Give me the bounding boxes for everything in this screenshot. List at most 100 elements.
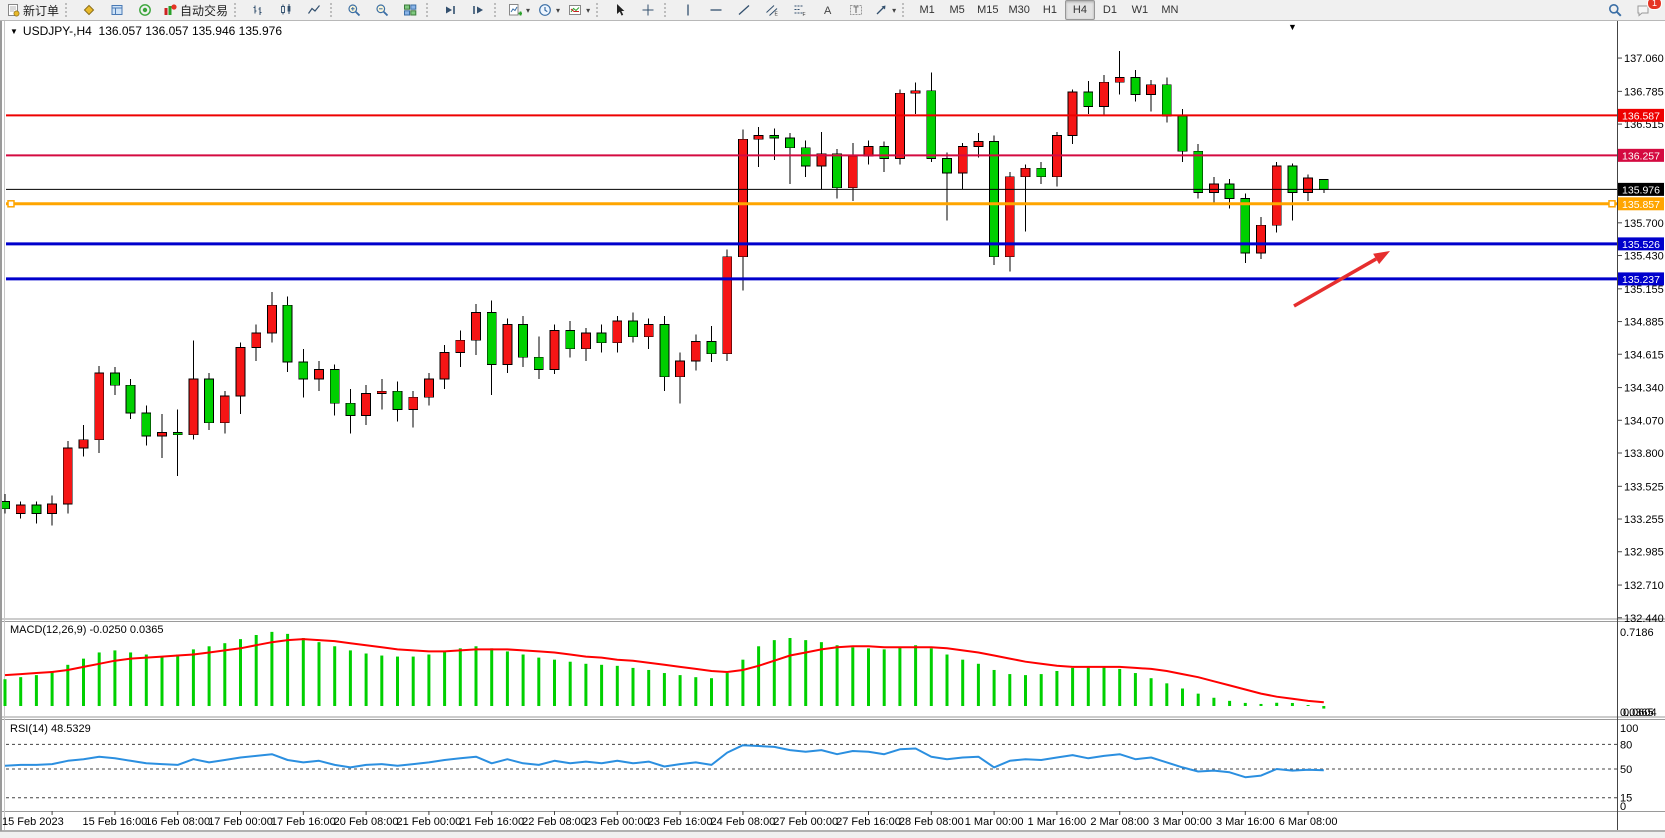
svg-text:134.070: 134.070 — [1624, 415, 1664, 427]
svg-text:1 Mar 16:00: 1 Mar 16:00 — [1028, 816, 1087, 828]
text-label-button[interactable]: T — [842, 0, 870, 20]
price-badge — [1618, 182, 1664, 196]
svg-text:22 Feb 08:00: 22 Feb 08:00 — [522, 816, 587, 828]
svg-text:A: A — [824, 5, 832, 17]
svg-text:135.700: 135.700 — [1624, 218, 1664, 230]
cursor-button[interactable] — [606, 0, 634, 20]
candle-body — [690, 341, 701, 362]
zoom-in-button[interactable] — [340, 0, 368, 20]
auto-scroll-button[interactable] — [436, 0, 464, 20]
periods-dropdown-caret[interactable]: ▾ — [556, 5, 561, 15]
auto-trading-button[interactable]: 自动交易 — [159, 0, 232, 20]
line-anchor-handle[interactable] — [1608, 200, 1616, 208]
svg-text:F: F — [803, 12, 806, 17]
templates-dropdown-caret[interactable]: ▾ — [586, 5, 591, 15]
periods-button[interactable]: ▾ — [534, 0, 564, 20]
timeframe-m1-button[interactable]: M1 — [919, 4, 935, 16]
timeframe-m5-button[interactable]: M5 — [949, 4, 965, 16]
templates-button[interactable]: ▾ — [564, 0, 594, 20]
candle-body — [1271, 165, 1282, 226]
zoom-out-button[interactable] — [368, 0, 396, 20]
svg-text:20 Feb 08:00: 20 Feb 08:00 — [334, 816, 399, 828]
crosshair-button[interactable] — [634, 0, 662, 20]
indicators-icon — [509, 4, 523, 16]
line-anchor-handle[interactable] — [7, 200, 15, 208]
candle-body — [471, 312, 481, 341]
vertical-line-button[interactable] — [674, 0, 702, 20]
candle-body — [879, 146, 890, 160]
candle-body — [643, 324, 654, 338]
candle-body — [31, 504, 42, 514]
timeframe-h4-button[interactable]: H4 — [1064, 0, 1095, 20]
candle-body — [1209, 183, 1219, 193]
candle-body — [1146, 84, 1156, 95]
timeframe-d1-button[interactable]: D1 — [1102, 4, 1117, 16]
trendline-button[interactable] — [730, 0, 758, 20]
candlestick-chart-button[interactable] — [272, 0, 300, 20]
candle-body — [282, 304, 293, 363]
arrows-button[interactable]: ▾ — [870, 0, 900, 20]
line-chart-button[interactable] — [300, 0, 328, 20]
candle-body — [78, 439, 89, 449]
candle-body — [329, 369, 340, 404]
timeframe-h1-button[interactable]: H1 — [1042, 4, 1057, 16]
svg-text:136.785: 136.785 — [1624, 86, 1664, 98]
svg-text:136.587: 136.587 — [1622, 110, 1660, 122]
candle-body — [1224, 183, 1235, 199]
templates-icon — [569, 5, 582, 15]
search-button[interactable] — [1601, 0, 1629, 20]
tile-windows-button[interactable] — [396, 0, 424, 20]
search-icon — [1609, 4, 1622, 17]
bar-chart-button[interactable] — [244, 0, 272, 20]
data-window-button[interactable] — [103, 0, 131, 20]
candle-body — [455, 339, 466, 353]
candle-body — [314, 369, 324, 380]
candle-body — [1114, 77, 1125, 83]
horizontal-line-button[interactable] — [702, 0, 730, 20]
navigator-button[interactable] — [131, 0, 159, 20]
trendline-icon — [738, 5, 750, 15]
equidistant-channel-button[interactable]: E — [758, 0, 786, 20]
toolbar-grip — [65, 3, 71, 17]
price-badge — [1618, 272, 1664, 286]
svg-text:135.430: 135.430 — [1624, 251, 1664, 263]
new-order-label: 新订单 — [23, 3, 60, 18]
svg-text:132.440: 132.440 — [1624, 613, 1664, 625]
chart-canvas[interactable]: 137.060 136.785 136.515 135.700 135.430 135.1… — [2, 21, 1665, 837]
candle-body — [219, 395, 230, 424]
svg-text:135.526: 135.526 — [1622, 239, 1660, 251]
svg-text:3 Mar 16:00: 3 Mar 16:00 — [1216, 816, 1275, 828]
candle-body — [847, 155, 858, 189]
candle-body — [1193, 150, 1204, 193]
timeframe-w1-button[interactable]: W1 — [1131, 4, 1149, 16]
trend-arrow-object[interactable] — [1293, 251, 1390, 308]
toolbar-grip — [902, 3, 908, 17]
candle-body — [565, 330, 576, 350]
arrows-dropdown-caret[interactable]: ▾ — [892, 5, 897, 15]
price-axis[interactable]: 137.060 136.785 136.515 135.700 135.430 135.1… — [1617, 53, 1664, 813]
notifications-button[interactable]: 1 — [1629, 0, 1662, 20]
indicators-dropdown-caret[interactable]: ▾ — [526, 5, 531, 15]
svg-text:134.615: 134.615 — [1624, 349, 1664, 361]
svg-text:137.060: 137.060 — [1624, 53, 1664, 65]
chart-shift-button[interactable] — [464, 0, 492, 20]
text-button[interactable]: A — [814, 0, 842, 20]
svg-text:24 Feb 08:00: 24 Feb 08:00 — [710, 816, 775, 828]
fibonacci-button[interactable]: F — [786, 0, 814, 20]
candle-body — [785, 137, 795, 149]
timeframe-m15-button[interactable]: M15 — [977, 4, 999, 16]
macd-pane — [3, 631, 1326, 709]
navigator-icon — [139, 4, 151, 16]
svg-text:132.710: 132.710 — [1624, 580, 1664, 592]
svg-text:135.976: 135.976 — [1622, 184, 1660, 196]
indicators-button[interactable]: ▾ — [504, 0, 534, 20]
market-watch-button[interactable] — [75, 0, 103, 20]
timeframe-m30-button[interactable]: M30 — [1008, 4, 1030, 16]
candle-body — [502, 324, 513, 365]
timeframe-mn-button[interactable]: MN — [1161, 4, 1179, 16]
price-badge — [1618, 237, 1664, 251]
new-order-button[interactable]: 新订单 — [2, 0, 63, 20]
candle-body — [973, 141, 984, 147]
zoom-in-icon — [348, 4, 361, 17]
